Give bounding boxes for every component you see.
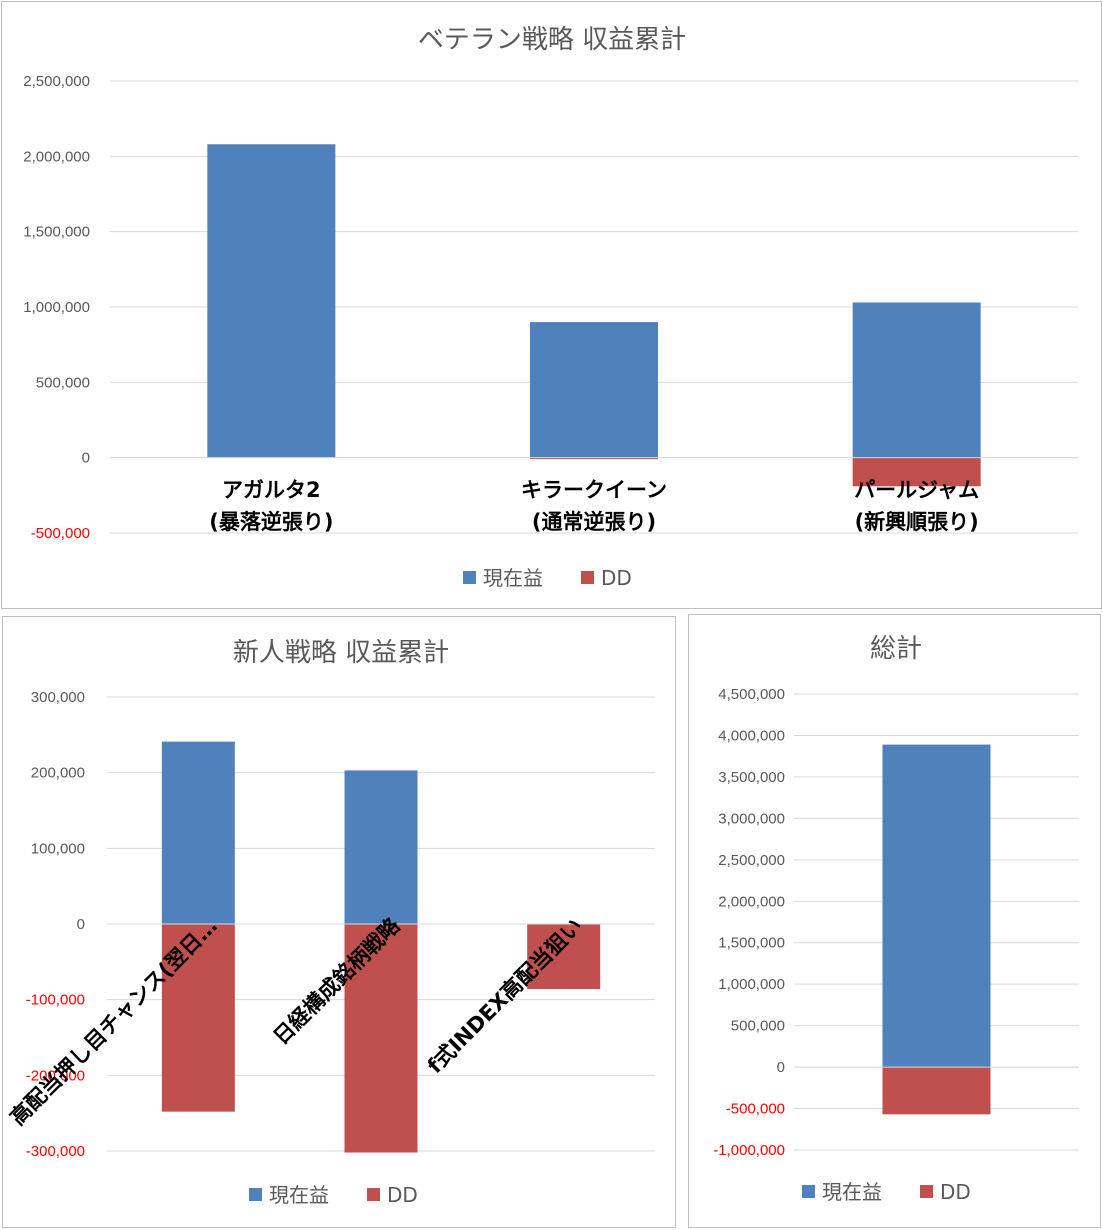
y-tick-label: 2,000,000 (718, 893, 785, 910)
category-label: (通常逆張り) (532, 510, 656, 534)
y-tick-label: 500,000 (731, 1018, 785, 1035)
y-tick-label: 2,000,000 (23, 148, 90, 165)
profit-bar (882, 744, 991, 1068)
legend: 現在益 DD (802, 1180, 971, 1204)
dd-bar (344, 924, 418, 1153)
dd-bar (882, 1067, 991, 1115)
y-tick-label: 500,000 (36, 374, 90, 391)
profit-bar (852, 302, 981, 458)
veteran-chart: ベテラン戦略 収益累計 2,500,000 2,000,000 1,500,000 1,… (23, 25, 1078, 590)
y-tick-label: 1,000,000 (718, 976, 785, 993)
total-chart-panel: 総計 4,500,000 4,000,000 3,500,000 3,000,000 2,… (688, 614, 1101, 1228)
legend-label: DD (940, 1180, 971, 1204)
legend-label: DD (601, 566, 632, 590)
category-label: (暴落逆張り) (209, 510, 333, 534)
rookie-chart-panel: 新人戦略 収益累計 300,000 200,000 100,000 0 -100,000 -… (2, 616, 676, 1228)
y-tick-label: -300,000 (26, 1143, 85, 1160)
category-label: キラークイーン (521, 478, 667, 502)
chart-title: ベテラン戦略 収益累計 (418, 25, 686, 55)
legend-label: DD (387, 1183, 418, 1207)
legend: 現在益 DD (463, 566, 632, 590)
y-tick-label: 1,000,000 (23, 299, 90, 316)
y-tick-label: 4,500,000 (718, 686, 785, 703)
legend-swatch-profit (802, 1185, 815, 1198)
y-tick-label: 1,500,000 (718, 935, 785, 952)
y-tick-label: -500,000 (31, 525, 90, 542)
legend-label: 現在益 (822, 1180, 882, 1204)
chart-title: 総計 (870, 634, 922, 664)
dd-bar (530, 457, 658, 460)
profit-bar (344, 770, 418, 924)
dd-bar (161, 924, 235, 1112)
legend-swatch-profit (463, 571, 476, 584)
y-tick-label: 2,500,000 (23, 73, 90, 90)
y-tick-label: 100,000 (31, 840, 85, 857)
legend-label: 現在益 (269, 1183, 329, 1207)
legend-swatch-dd (367, 1188, 380, 1201)
dd-bar (527, 924, 601, 990)
category-label: パールジャム (854, 478, 979, 502)
legend-swatch-dd (920, 1185, 933, 1198)
y-tick-label: 4,000,000 (718, 727, 785, 744)
veteran-chart-panel: ベテラン戦略 収益累計 2,500,000 2,000,000 1,500,000 1,… (1, 1, 1102, 609)
category-label: f式INDEX高配当狙い (423, 914, 587, 1078)
chart-title: 新人戦略 収益累計 (233, 638, 449, 668)
legend-label: 現在益 (483, 566, 543, 590)
total-chart: 総計 4,500,000 4,000,000 3,500,000 3,000,000 2,… (713, 634, 1079, 1204)
legend: 現在益 DD (249, 1183, 418, 1207)
y-tick-label: 3,000,000 (718, 810, 785, 827)
profit-bar (530, 322, 658, 458)
y-tick-label: 200,000 (31, 765, 85, 782)
category-label: アガルタ2 (222, 478, 321, 502)
y-tick-label: 3,500,000 (718, 769, 785, 786)
y-tick-label: 0 (77, 916, 85, 933)
y-tick-label: 0 (82, 450, 90, 467)
y-tick-label: 1,500,000 (23, 224, 90, 241)
y-tick-label: -500,000 (726, 1101, 785, 1118)
legend-swatch-dd (581, 571, 594, 584)
profit-bar (161, 741, 235, 924)
legend-swatch-profit (249, 1188, 262, 1201)
y-tick-label: -100,000 (26, 992, 85, 1009)
y-tick-label: -1,000,000 (713, 1142, 785, 1159)
rookie-chart: 新人戦略 収益累計 300,000 200,000 100,000 0 -100,000 -… (6, 638, 655, 1207)
y-tick-label: 0 (777, 1059, 785, 1076)
y-tick-label: 2,500,000 (718, 852, 785, 869)
y-tick-label: 300,000 (31, 689, 85, 706)
profit-bar (207, 144, 336, 458)
category-label: (新興順張り) (855, 510, 979, 534)
y-tick-label: -200,000 (26, 1067, 85, 1084)
dd-bar (852, 457, 981, 487)
